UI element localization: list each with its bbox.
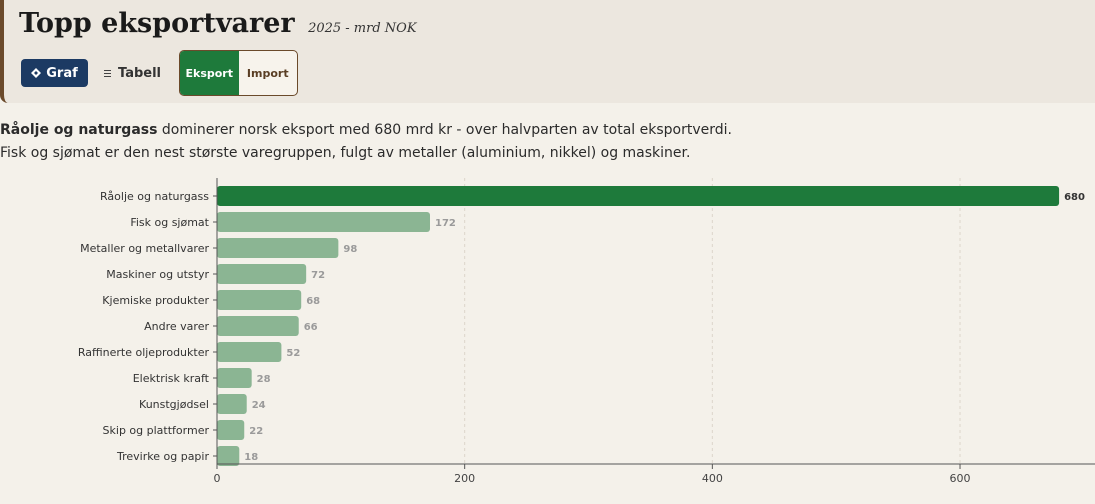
x-tick-label: 600 xyxy=(950,472,971,485)
bar xyxy=(217,368,252,388)
bar xyxy=(217,342,282,362)
page-subtitle: 2025 - mrd NOK xyxy=(308,21,417,36)
value-label: 98 xyxy=(343,244,357,255)
toggle-import[interactable]: Import xyxy=(246,66,289,80)
x-tick-label: 200 xyxy=(454,472,475,485)
bar xyxy=(217,238,339,258)
chart-description: Råolje og naturgass dominerer norsk eksp… xyxy=(0,119,740,165)
category-label: Andre varer xyxy=(144,320,209,333)
category-label: Metaller og metallvarer xyxy=(80,242,209,255)
page-title: Topp eksportvarer 2025 - mrd NOK xyxy=(19,8,417,39)
description-text: dominerer norsk eksport med 680 mrd kr -… xyxy=(0,122,732,161)
bar xyxy=(217,186,1060,206)
category-label: Råolje og naturgass xyxy=(100,190,209,203)
eksport-import-toggle: Eksport Import xyxy=(179,50,298,96)
description-bold: Råolje og naturgass xyxy=(0,122,158,138)
value-label: 68 xyxy=(306,296,320,307)
x-tick-label: 400 xyxy=(702,472,723,485)
bar xyxy=(217,446,240,466)
graf-button-label: Graf xyxy=(46,65,78,81)
value-label: 18 xyxy=(244,452,258,463)
bar xyxy=(217,212,430,232)
list-icon xyxy=(104,69,111,77)
toggle-eksport[interactable]: Eksport xyxy=(180,51,239,95)
value-label: 24 xyxy=(252,400,266,411)
tabell-button-label: Tabell xyxy=(118,65,161,81)
category-label: Maskiner og utstyr xyxy=(106,268,209,281)
category-label: Raffinerte oljeprodukter xyxy=(78,346,210,359)
bar xyxy=(217,264,307,284)
value-label: 172 xyxy=(435,218,456,229)
value-label: 66 xyxy=(304,322,318,333)
bar xyxy=(217,394,247,414)
value-label: 22 xyxy=(249,426,263,437)
category-label: Elektrisk kraft xyxy=(133,372,210,385)
bar xyxy=(217,316,299,336)
header: Topp eksportvarer 2025 - mrd NOK Graf Ta… xyxy=(0,0,1095,103)
page-title-text: Topp eksportvarer xyxy=(19,8,295,39)
value-label: 72 xyxy=(311,270,325,281)
value-label: 680 xyxy=(1064,192,1085,203)
category-label: Skip og plattformer xyxy=(103,424,210,437)
category-label: Kunstgjødsel xyxy=(139,398,209,411)
bar xyxy=(217,290,302,310)
category-label: Fisk og sjømat xyxy=(130,216,209,229)
value-label: 28 xyxy=(257,374,271,385)
bar xyxy=(217,420,245,440)
category-label: Kjemiske produkter xyxy=(102,294,209,307)
category-label: Trevirke og papir xyxy=(116,450,209,463)
graf-button[interactable]: Graf xyxy=(21,59,88,87)
tabell-button[interactable]: Tabell xyxy=(102,59,163,87)
value-label: 52 xyxy=(286,348,300,359)
x-tick-label: 0 xyxy=(214,472,221,485)
diamond-icon xyxy=(31,68,42,78)
